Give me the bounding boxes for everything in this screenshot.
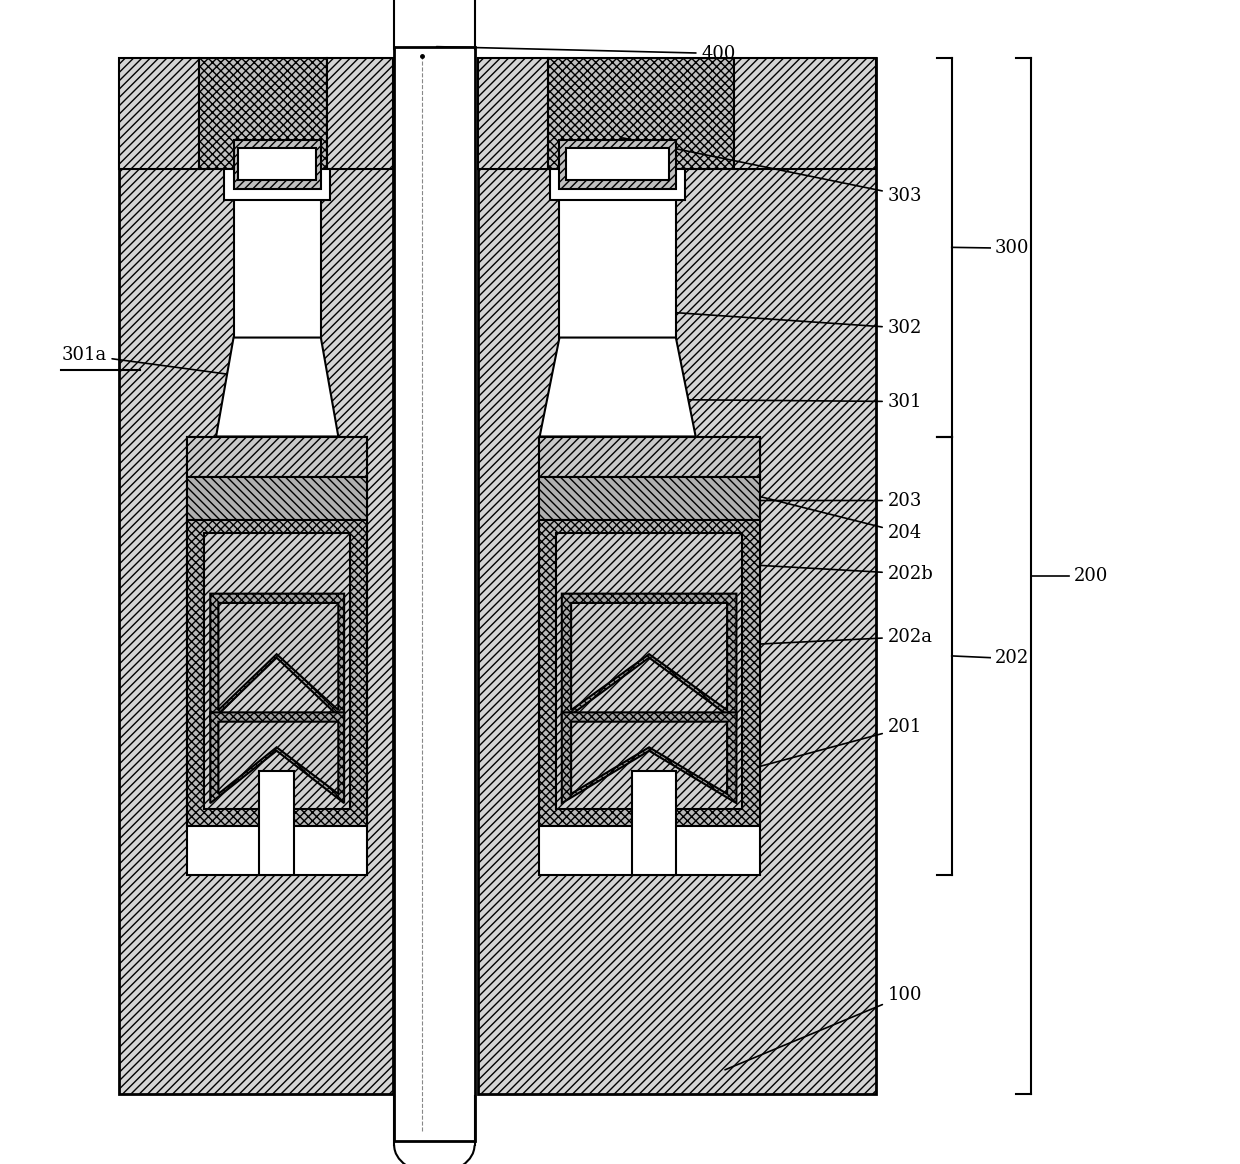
- Text: 203: 203: [603, 491, 923, 510]
- Bar: [233, 140, 321, 189]
- Polygon shape: [216, 338, 339, 436]
- Bar: [559, 140, 676, 189]
- Polygon shape: [572, 603, 727, 710]
- Bar: [119, 58, 198, 169]
- Bar: [238, 148, 316, 180]
- Bar: [326, 58, 393, 169]
- Polygon shape: [562, 712, 737, 803]
- Text: 202: 202: [994, 648, 1029, 667]
- Polygon shape: [218, 722, 339, 794]
- Text: 100: 100: [725, 986, 923, 1070]
- Bar: [394, 47, 475, 1141]
- Text: 200: 200: [1074, 567, 1109, 585]
- Bar: [538, 477, 760, 520]
- Bar: [198, 58, 326, 169]
- Bar: [187, 520, 367, 826]
- Bar: [734, 58, 877, 169]
- Bar: [477, 58, 548, 169]
- Bar: [187, 477, 367, 520]
- Text: 303: 303: [622, 137, 923, 205]
- Bar: [224, 169, 330, 200]
- Bar: [119, 58, 393, 1094]
- Polygon shape: [211, 712, 345, 803]
- Text: 400: 400: [436, 44, 735, 63]
- Bar: [551, 169, 686, 200]
- Bar: [538, 520, 760, 826]
- Bar: [559, 169, 676, 338]
- Polygon shape: [572, 722, 727, 794]
- Polygon shape: [218, 603, 339, 710]
- Bar: [631, 771, 676, 875]
- Bar: [187, 436, 367, 477]
- Text: 204: 204: [603, 457, 923, 542]
- Text: 302: 302: [618, 308, 923, 338]
- Bar: [548, 58, 734, 169]
- Bar: [556, 533, 743, 809]
- Text: 301: 301: [629, 392, 923, 411]
- Polygon shape: [211, 594, 345, 722]
- Bar: [205, 533, 350, 809]
- Bar: [477, 58, 877, 1094]
- Bar: [259, 771, 294, 875]
- Polygon shape: [562, 594, 737, 722]
- Bar: [538, 436, 760, 875]
- Text: 201: 201: [616, 718, 923, 804]
- Text: 301a: 301a: [61, 346, 281, 382]
- Text: 300: 300: [994, 239, 1029, 257]
- Bar: [538, 436, 760, 477]
- Text: 202b: 202b: [603, 556, 934, 583]
- Bar: [567, 148, 668, 180]
- Bar: [187, 436, 367, 875]
- Bar: [233, 169, 321, 338]
- Text: 202a: 202a: [603, 627, 932, 652]
- Polygon shape: [539, 338, 696, 436]
